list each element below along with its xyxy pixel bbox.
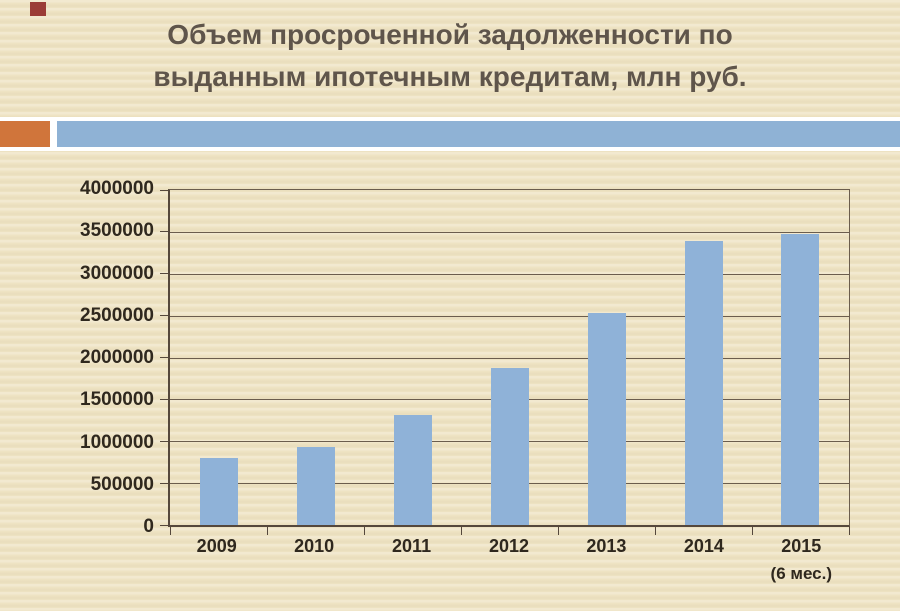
y-tick-label-500000: 500000	[90, 473, 154, 495]
x-tick-label-text: 2014	[683, 536, 724, 556]
x-tick-label-text: 2013	[586, 536, 627, 556]
y-tick-mark	[160, 315, 168, 317]
x-tick-mark	[558, 527, 559, 535]
y-tick-label-1500000: 1500000	[80, 389, 154, 411]
x-tick-label-2010: 2010	[294, 536, 334, 557]
y-tick-mark	[160, 440, 168, 442]
y-tick-label-2000000: 2000000	[80, 347, 154, 368]
bar-2012	[490, 367, 529, 525]
x-tick-label-2015: 2015 (6 мес.)	[771, 536, 832, 584]
x-axis: 2009 2010 2011 2012 2013 2014 2015 (6 мес.)	[168, 536, 850, 596]
x-tick-label-2009: 2009	[197, 536, 237, 557]
x-tick-label-2011: 2011	[392, 536, 431, 557]
bar-2009	[199, 458, 238, 525]
y-tick-mark	[160, 189, 168, 191]
y-tick-label-4000000: 4000000	[80, 178, 154, 199]
bar-2013	[587, 313, 626, 525]
x-tick-label-text: 2012	[488, 536, 530, 556]
corner-accent-square	[30, 2, 46, 16]
gridline-2000000	[170, 357, 849, 359]
y-tick-mark	[160, 482, 168, 484]
slide-title-line2: выданным ипотечным кредитам, млн руб.	[153, 61, 747, 92]
y-tick-mark	[160, 231, 168, 233]
x-tick-label-text: 2011	[392, 536, 432, 556]
y-tick-mark	[160, 524, 168, 526]
x-tick-label-text: 2010	[294, 536, 335, 556]
gridline-2500000	[170, 315, 849, 317]
x-tick-mark	[849, 527, 850, 535]
x-tick-mark	[364, 527, 365, 535]
title-underline-band	[0, 117, 900, 151]
y-tick-label-3000000: 3000000	[80, 262, 154, 284]
x-tick-mark	[655, 527, 656, 535]
band-orange-segment	[0, 121, 50, 147]
plot-area	[160, 189, 850, 535]
x-tick-label-2012: 2012	[489, 536, 529, 557]
y-tick-mark	[160, 273, 168, 275]
x-tick-note: (6 мес.)	[770, 564, 833, 583]
y-tick-label-1000000: 1000000	[80, 431, 154, 453]
slide-title-line1: Объем просроченной задолженности по	[167, 19, 733, 50]
x-tick-mark	[170, 527, 171, 535]
gridline-3500000	[170, 231, 849, 233]
x-tick-label-text: 2009	[196, 536, 237, 556]
x-tick-mark	[267, 527, 268, 535]
y-tick-mark	[160, 398, 168, 400]
y-tick-label-2500000: 2500000	[80, 304, 154, 326]
bar-2015	[781, 233, 820, 525]
x-tick-label-2013: 2013	[586, 536, 626, 557]
y-tick-label-3500000: 3500000	[80, 220, 154, 242]
bar-2011	[393, 415, 432, 525]
gridline-3000000	[170, 273, 849, 275]
band-blue-segment	[57, 121, 900, 147]
x-tick-label-2014: 2014	[684, 536, 724, 557]
bar-2010	[296, 447, 335, 525]
bar-2014	[684, 241, 723, 525]
y-axis: 4000000 3500000 3000000 2500000 2000000 15000…	[0, 178, 154, 537]
x-tick-mark	[461, 527, 462, 535]
x-tick-mark	[752, 527, 753, 535]
y-tick-mark	[160, 357, 168, 358]
slide-title: Объем просроченной задолженности по выда…	[90, 14, 810, 98]
x-tick-label-text: 2015	[781, 536, 822, 556]
y-tick-label-0: 0	[143, 516, 154, 537]
